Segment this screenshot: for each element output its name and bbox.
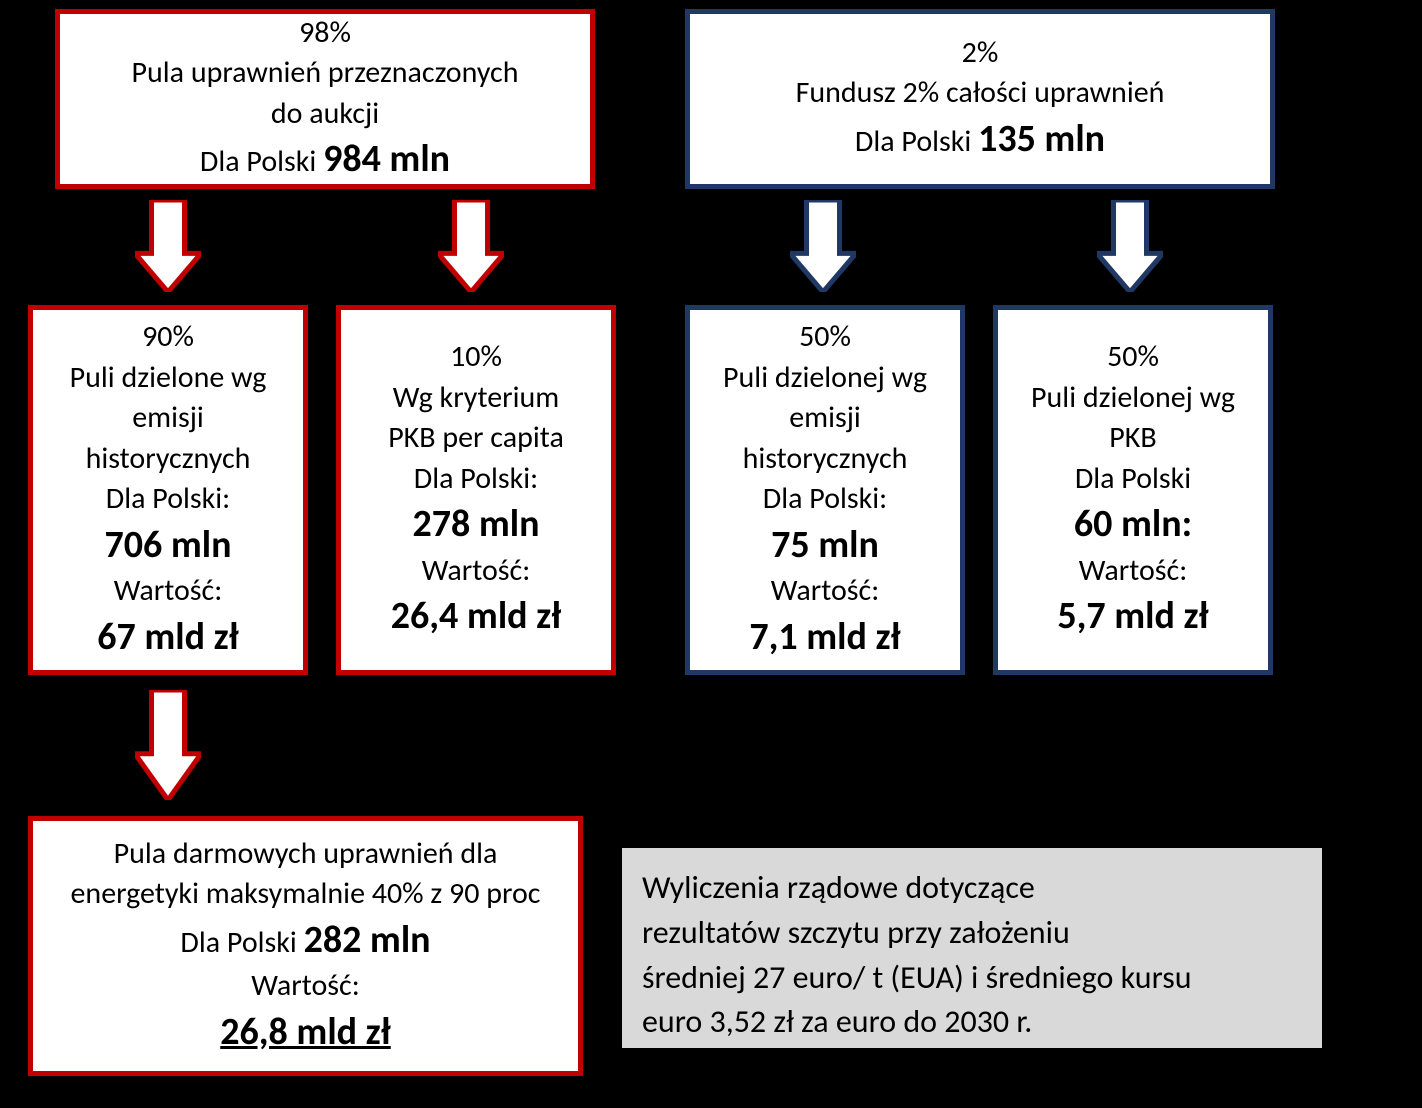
desc-line-1: Puli dzielonej wg (723, 358, 927, 399)
desc-line-1: Fundusz 2% całości uprawnień (796, 73, 1165, 114)
box-auction-pool: 98% Pula uprawnień przeznaczonych do auk… (55, 9, 595, 189)
desc-line-1: Puli dzielone wg (70, 358, 267, 399)
desc-line-3: historycznych (743, 439, 908, 480)
desc-line-2: emisji (132, 398, 204, 439)
for-poland: Dla Polski 135 mln (855, 114, 1105, 165)
for-poland: Dla Polski 984 mln (200, 134, 450, 185)
amount: 60 mln: (1074, 499, 1192, 550)
pct: 98% (299, 13, 351, 54)
desc-line-2: emisji (789, 398, 861, 439)
for-poland: Dla Polski 282 mln (180, 915, 430, 966)
value: 5,7 mld zł (1057, 591, 1208, 642)
for-poland: Dla Polski: (414, 459, 538, 500)
desc-line-3: historycznych (86, 439, 251, 480)
desc-line-1: Puli dzielonej wg (1031, 378, 1235, 419)
pct: 2% (962, 33, 999, 74)
pct: 90% (142, 317, 194, 358)
desc-line-1: Pula uprawnień przeznaczonych (132, 53, 519, 94)
note-line-2: rezultatów szczytu przy założeniu (642, 911, 1302, 956)
note-line-1: Wyliczenia rządowe dotyczące (642, 866, 1302, 911)
desc-line-2: do aukcji (271, 94, 379, 135)
desc-line-2: PKB per capita (388, 418, 564, 459)
box-2pct-fund: 2% Fundusz 2% całości uprawnień Dla Pols… (685, 9, 1275, 189)
box-90pct-emissions: 90% Puli dzielone wg emisji historycznyc… (28, 305, 308, 675)
value-label: Wartość: (1079, 551, 1188, 592)
value: 7,1 mld zł (749, 612, 900, 663)
pct: 50% (799, 317, 851, 358)
amount: 278 mln (412, 499, 539, 550)
value: 26,8 mld zł (220, 1007, 391, 1058)
value-label: Wartość: (771, 571, 880, 612)
down-arrow-icon (790, 200, 856, 292)
value: 26,4 mld zł (391, 591, 562, 642)
footnote: Wyliczenia rządowe dotyczące rezultatów … (622, 848, 1322, 1048)
desc-line-1: Pula darmowych uprawnień dla (114, 834, 498, 875)
pct: 50% (1107, 337, 1159, 378)
note-line-3: średniej 27 euro/ t (EUA) i średniego ku… (642, 956, 1302, 1001)
box-50pct-emissions: 50% Puli dzielonej wg emisji historyczny… (685, 305, 965, 675)
for-poland: Dla Polski: (763, 479, 887, 520)
amount: 75 mln (771, 520, 879, 571)
value-label: Wartość: (251, 966, 360, 1007)
for-poland: Dla Polski: (106, 479, 230, 520)
for-poland: Dla Polski (1075, 459, 1191, 500)
note-line-4: euro 3,52 zł za euro do 2030 r. (642, 1000, 1302, 1045)
value: 67 mld zł (97, 612, 238, 663)
desc-line-2: PKB (1109, 418, 1156, 459)
desc-line-1: Wg kryterium (393, 378, 560, 419)
value-label: Wartość: (114, 571, 223, 612)
down-arrow-icon (1097, 200, 1163, 292)
down-arrow-icon (135, 200, 201, 292)
box-10pct-gdp: 10% Wg kryterium PKB per capita Dla Pols… (336, 305, 616, 675)
down-arrow-icon (438, 200, 504, 292)
desc-line-2: energetyki maksymalnie 40% z 90 proc (71, 874, 541, 915)
down-arrow-icon (135, 690, 201, 800)
box-50pct-gdp: 50% Puli dzielonej wg PKB Dla Polski 60 … (993, 305, 1273, 675)
amount: 706 mln (104, 520, 231, 571)
box-free-energy-pool: Pula darmowych uprawnień dla energetyki … (28, 816, 583, 1076)
value-label: Wartość: (422, 551, 531, 592)
pct: 10% (450, 337, 502, 378)
